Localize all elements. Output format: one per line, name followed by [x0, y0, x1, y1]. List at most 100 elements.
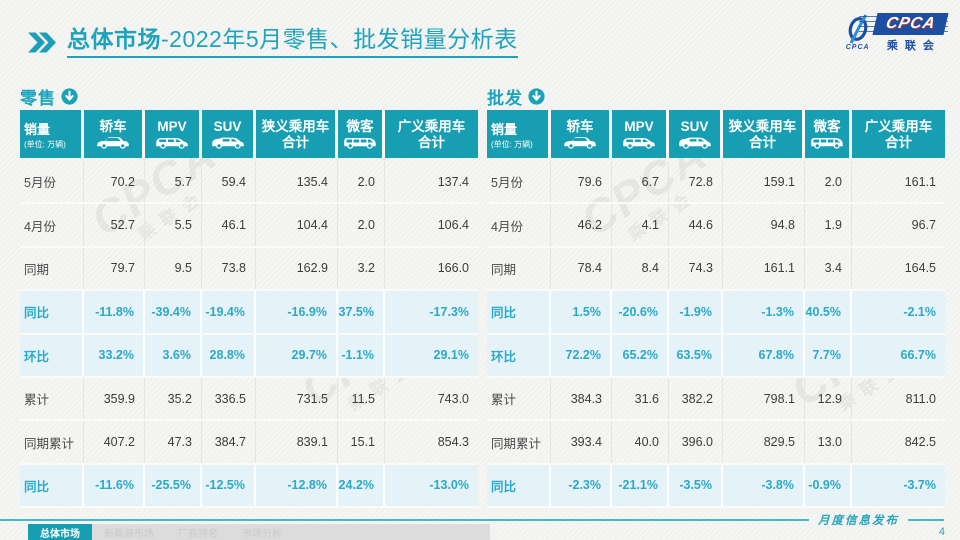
cell-value: 396.0: [669, 421, 723, 463]
sales-header-title: 销量: [24, 122, 51, 137]
cpca-logo-text: CPCA: [872, 13, 949, 35]
column-header-label: 广义乘用车 合计: [864, 118, 933, 150]
column-header-label: MPV: [157, 118, 187, 134]
retail-section-header: 零售: [20, 84, 478, 108]
cell-value: 135.4: [256, 161, 338, 203]
column-header-sales: 销量 (单位: 万辆): [20, 110, 84, 158]
column-header: 轿车: [551, 110, 612, 158]
row-label: 同比: [487, 291, 551, 333]
cell-value: 74.3: [669, 247, 723, 290]
row-label: 同比: [487, 464, 551, 507]
column-header-label: 狭义乘用车 合计: [728, 118, 797, 150]
footer-tab[interactable]: 市场分析: [242, 528, 282, 540]
cell-value: 407.2: [84, 421, 145, 463]
row-label: 同比: [20, 291, 84, 333]
cell-value: 96.7: [911, 218, 936, 233]
row-label: 环比: [20, 334, 84, 376]
cell-value: 166.0: [437, 261, 469, 276]
retail-table-body: 5月份 70.2 5.7 59.4 135.4 2.0 137.4 4月份 52.7 5.5 46.…: [20, 161, 478, 509]
column-header: 广义乘用车 合计: [852, 110, 945, 158]
footer-rule: 月度信息发布: [0, 513, 960, 527]
cell-value: -0.9%: [805, 464, 852, 507]
column-header-sales: 销量 (单位: 万辆): [487, 110, 551, 158]
cell-value: 2.0: [805, 161, 852, 203]
retail-table: 销量 (单位: 万辆) 轿车 MPV SUV 狭义乘用车 合计 微客 广义乘用车 合计 5月份 7…: [20, 110, 478, 509]
cpca-logo-cn: 乘联会: [886, 40, 941, 52]
cell-value: 3.6%: [145, 334, 202, 376]
cell-value: 44.6: [669, 204, 723, 246]
cell-value: 5.7: [145, 161, 202, 203]
cell-value: 731.5: [256, 377, 338, 420]
cell-value: 829.5: [723, 421, 805, 463]
row-label: 5月份: [20, 161, 84, 203]
footer-tab[interactable]: 新能源市场: [104, 528, 154, 540]
cell-value: 73.8: [202, 247, 256, 290]
title-rest-part: -2022年5月零售、批发销量分析表: [161, 26, 518, 52]
sedan-icon: [95, 135, 131, 150]
cell-value: -11.6%: [84, 464, 145, 507]
column-header: 广义乘用车 合计: [385, 110, 478, 158]
cell-value: 839.1: [256, 421, 338, 463]
cell-value: 104.4: [256, 204, 338, 246]
row-label: 累计: [20, 377, 84, 420]
cell-value: -3.5%: [669, 464, 723, 507]
double-chevron-icon: [28, 32, 58, 53]
cell-value: 8.4: [612, 247, 669, 290]
cell-value: -24.2%: [338, 464, 385, 507]
cell-value: 11.5: [338, 377, 385, 420]
cell-value: 5.5: [145, 204, 202, 246]
wholesale-section-label: 批发: [487, 88, 523, 108]
column-header: 狭义乘用车 合计: [723, 110, 805, 158]
cell-value: -2.1%: [903, 304, 936, 319]
table-row: 累计 359.9 35.2 336.5 731.5 11.5 743.0: [20, 377, 478, 422]
table-row: 4月份 52.7 5.5 46.1 104.4 2.0 106.4: [20, 204, 478, 248]
table-row: 环比 72.2% 65.2% 63.5% 67.8% 7.7% 66.7%: [487, 334, 945, 378]
column-header: 微客: [338, 110, 385, 158]
cell-value: 137.4: [437, 174, 469, 189]
column-header-label: 广义乘用车 合计: [397, 118, 466, 150]
sales-header-unit: (单位: 万辆): [24, 140, 66, 149]
footer-rule-left: [0, 518, 809, 521]
cell-value: -1.1%: [338, 334, 385, 376]
cell-value: 94.8: [723, 204, 805, 246]
publication-label: 月度信息发布: [818, 514, 899, 527]
cell-value: -3.7%: [903, 478, 936, 493]
column-header: MPV: [612, 110, 669, 158]
row-label: 累计: [487, 377, 551, 420]
cell-value: 811.0: [905, 391, 936, 406]
footer-tab[interactable]: 总体市场: [28, 524, 92, 540]
column-header: 微客: [805, 110, 852, 158]
cell-value: 13.0: [805, 421, 852, 463]
column-header: 狭义乘用车 合计: [256, 110, 338, 158]
cell-value: 65.2%: [612, 334, 669, 376]
cell-value: -39.4%: [145, 291, 202, 333]
retail-section: 零售 销量 (单位: 万辆) 轿车 MPV SUV 狭义乘用车 合计 微客 广义乘用车 合计 5…: [20, 84, 478, 509]
suv-icon: [677, 135, 713, 150]
cell-value: 29.7%: [256, 334, 338, 376]
table-row: 累计 384.3 31.6 382.2 798.1 12.9 811.0: [487, 377, 945, 422]
cell-value: -20.6%: [612, 291, 669, 333]
cell-value: 9.5: [145, 247, 202, 290]
row-label: 4月份: [20, 204, 84, 246]
cell-value: -12.5%: [202, 464, 256, 507]
cell-value: 384.3: [551, 377, 612, 420]
cell-value: 2.0: [338, 161, 385, 203]
cell-value: 46.1: [202, 204, 256, 246]
row-label: 同期累计: [487, 421, 551, 463]
cell-value: -16.9%: [256, 291, 338, 333]
sales-header-unit: (单位: 万辆): [491, 140, 533, 149]
cell-value: 359.9: [84, 377, 145, 420]
page-title: 总体市场-2022年5月零售、批发销量分析表: [28, 26, 518, 59]
table-row: 环比 33.2% 3.6% 28.8% 29.7% -1.1% 29.1%: [20, 334, 478, 378]
table-row: 5月份 79.6 6.7 72.8 159.1 2.0 161.1: [487, 161, 945, 205]
sedan-icon: [562, 135, 598, 150]
cell-value: 79.6: [551, 161, 612, 203]
cell-value: 2.0: [338, 204, 385, 246]
table-row: 同期累计 393.4 40.0 396.0 829.5 13.0 842.5: [487, 421, 945, 465]
cell-value: -13.0%: [429, 478, 469, 493]
cell-value: 164.5: [904, 261, 936, 276]
cell-value: 336.5: [202, 377, 256, 420]
footer-tab[interactable]: 厂商排名: [178, 528, 218, 540]
cell-value: -37.5%: [338, 291, 385, 333]
